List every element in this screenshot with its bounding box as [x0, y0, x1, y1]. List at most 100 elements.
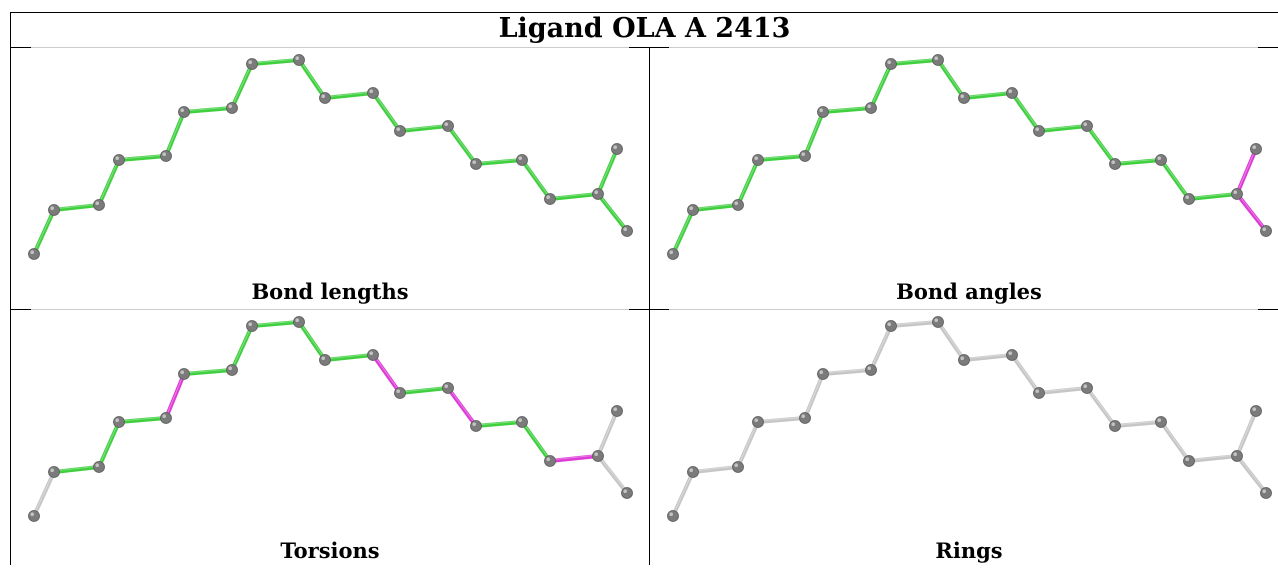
bond-neutral — [1085, 386, 1117, 428]
atom-shine — [295, 56, 300, 60]
bond-highlight — [98, 158, 120, 205]
atom — [226, 102, 238, 114]
bond-highlight — [597, 147, 618, 194]
bond-ok — [117, 154, 168, 162]
bond-highlight — [372, 91, 401, 131]
bond-ok — [671, 208, 695, 256]
bond-highlight — [890, 320, 939, 326]
bond-highlight — [937, 58, 965, 98]
bond-ok — [323, 353, 375, 362]
atom — [246, 320, 258, 332]
bond-neutral — [1010, 353, 1041, 395]
panel-torsions: Torsions — [11, 310, 649, 568]
atom — [1155, 416, 1167, 428]
bond-highlight — [672, 208, 694, 254]
atom — [1033, 387, 1045, 399]
bond-highlight — [1086, 124, 1116, 164]
atom — [293, 54, 305, 66]
atom-shine — [754, 156, 758, 160]
atom — [752, 154, 764, 166]
atom — [865, 102, 877, 114]
bond-ok — [398, 124, 450, 133]
atom — [1250, 143, 1262, 155]
atom — [1231, 188, 1243, 200]
bond-highlight — [597, 454, 628, 493]
bond-highlight — [118, 416, 167, 422]
bond-ok — [230, 62, 254, 110]
atom — [394, 125, 406, 137]
molecule-bond-lengths — [28, 54, 633, 260]
atom-shine — [295, 318, 300, 322]
atom-shine — [1252, 145, 1256, 149]
atom-shine — [321, 94, 326, 98]
bond-ok — [1085, 124, 1117, 166]
atom-shine — [734, 201, 738, 205]
atom — [470, 158, 482, 170]
atom-shine — [1035, 127, 1039, 131]
bond-highlight — [804, 372, 824, 418]
bond-ok — [297, 320, 327, 362]
atom-shine — [444, 122, 449, 126]
bond-ok — [323, 91, 375, 100]
atom — [611, 143, 623, 155]
bond-ok — [803, 110, 825, 158]
top-border — [10, 12, 1278, 13]
atom — [516, 154, 528, 166]
atom — [817, 368, 829, 380]
bond-neutral — [691, 465, 740, 474]
bond-highlight — [298, 58, 326, 98]
atom-shine — [867, 104, 871, 108]
bond-highlight — [1011, 91, 1040, 131]
bond-ok — [1159, 158, 1191, 201]
bond-highlight — [804, 110, 824, 156]
atom-shine — [613, 145, 617, 149]
bond-ok — [32, 208, 56, 256]
bond-highlight — [231, 324, 253, 370]
atom-shine — [228, 104, 232, 108]
bond-ok — [97, 158, 121, 207]
bond-neutral — [821, 368, 873, 376]
bond-highlight — [183, 106, 233, 112]
bond-highlight — [549, 454, 599, 461]
atom-shine — [819, 108, 823, 112]
bond-highlight — [447, 386, 477, 426]
bond-highlight — [597, 409, 618, 456]
atom-shine — [1233, 190, 1237, 194]
atom-shine — [1083, 384, 1087, 388]
panel-label: Bond lengths — [251, 279, 409, 304]
vertical-divider — [649, 48, 650, 565]
atom — [621, 487, 633, 499]
atom — [544, 455, 556, 467]
atom-shine — [1185, 195, 1189, 199]
atom — [28, 510, 40, 522]
atom — [178, 106, 190, 118]
atom-shine — [472, 422, 477, 426]
atom-shine — [30, 512, 34, 516]
atom — [732, 199, 744, 211]
panel-bond-lengths: Bond lengths — [11, 48, 649, 306]
bond-highlight — [1086, 386, 1116, 426]
bond-highlight — [1114, 158, 1162, 164]
atom — [28, 248, 40, 260]
atom-shine — [518, 418, 522, 422]
bond-neutral — [596, 454, 629, 495]
bond-ok — [52, 465, 101, 474]
atom-shine — [518, 156, 522, 160]
atom — [932, 54, 944, 66]
bond-highlight — [298, 320, 326, 360]
atom-shine — [50, 468, 54, 472]
bond-ok — [97, 420, 121, 469]
atom — [1109, 158, 1121, 170]
bond-highlight — [1038, 124, 1088, 131]
atom-shine — [613, 407, 617, 411]
atom — [1081, 120, 1093, 132]
bond-ok — [520, 420, 552, 463]
bond-highlight — [251, 58, 300, 64]
atom — [799, 150, 811, 162]
bond-highlight — [1160, 420, 1190, 461]
bond-outlier — [446, 386, 478, 428]
atom-shine — [1233, 452, 1237, 456]
atom-shine — [819, 370, 823, 374]
atom-shine — [1083, 122, 1087, 126]
bond-highlight — [447, 124, 477, 164]
